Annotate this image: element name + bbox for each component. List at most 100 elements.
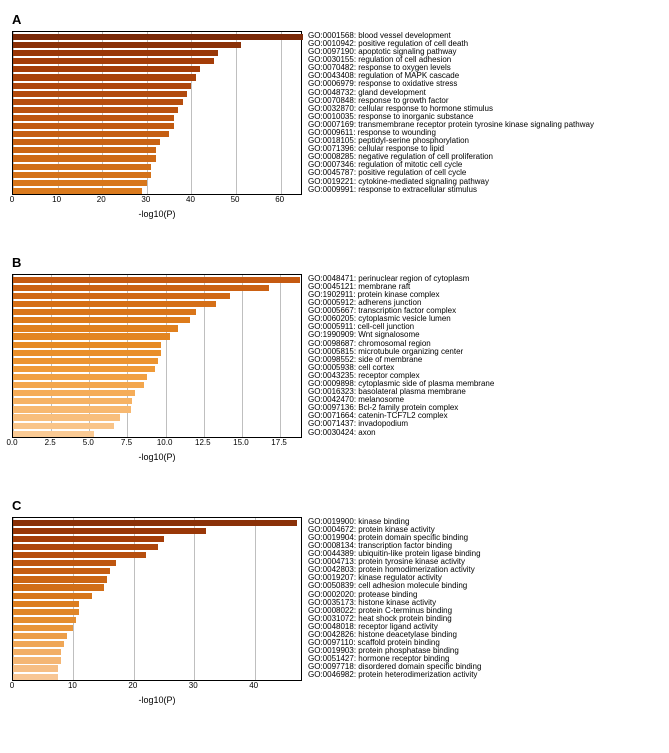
bar — [13, 649, 61, 655]
bar — [13, 568, 110, 574]
legend: GO:0001568: blood vessel developmentGO:0… — [302, 31, 661, 219]
bar — [13, 414, 120, 420]
grid-line — [194, 518, 195, 680]
x-tick: 10 — [68, 681, 77, 690]
x-tick: 17.5 — [271, 438, 287, 447]
panel-body: 0.02.55.07.510.012.515.017.5-log10(P)GO:… — [12, 274, 661, 462]
bar — [13, 277, 300, 283]
chart-area — [12, 31, 302, 195]
bar — [13, 431, 94, 437]
bar — [13, 172, 151, 178]
bar — [13, 374, 147, 380]
x-ticks: 010203040 — [12, 681, 302, 693]
x-tick: 50 — [231, 195, 240, 204]
bar — [13, 342, 161, 348]
bar — [13, 625, 73, 631]
bar — [13, 406, 131, 412]
panel-label: C — [12, 498, 661, 513]
bar — [13, 301, 216, 307]
bar — [13, 309, 196, 315]
bar — [13, 188, 142, 194]
grid-line — [191, 32, 192, 194]
bar — [13, 390, 135, 396]
bar — [13, 584, 104, 590]
bar — [13, 544, 158, 550]
bar — [13, 601, 79, 607]
x-tick: 15.0 — [233, 438, 249, 447]
bar — [13, 123, 174, 129]
bar — [13, 423, 114, 429]
x-tick: 40 — [186, 195, 195, 204]
x-ticks: 0.02.55.07.510.012.515.017.5 — [12, 438, 302, 450]
bar — [13, 657, 61, 663]
x-tick: 20 — [97, 195, 106, 204]
panel-label: A — [12, 12, 661, 27]
grid-line — [255, 518, 256, 680]
bar — [13, 333, 170, 339]
bar — [13, 350, 161, 356]
bar — [13, 50, 218, 56]
grid-line — [281, 32, 282, 194]
bar — [13, 91, 187, 97]
bar — [13, 576, 107, 582]
bar — [13, 164, 151, 170]
panel-b: B0.02.55.07.510.012.515.017.5-log10(P)GO… — [12, 255, 661, 462]
grid-line — [134, 518, 135, 680]
bar — [13, 665, 58, 671]
x-tick: 7.5 — [121, 438, 132, 447]
x-tick: 12.5 — [195, 438, 211, 447]
bar — [13, 398, 132, 404]
bar — [13, 66, 200, 72]
panel-c: C010203040-log10(P)GO:0019900: kinase bi… — [12, 498, 661, 705]
bar — [13, 147, 156, 153]
panel-body: 0102030405060-log10(P)GO:0001568: blood … — [12, 31, 661, 219]
grid-line — [242, 275, 243, 437]
bar — [13, 293, 230, 299]
bar — [13, 528, 206, 534]
bar — [13, 520, 297, 526]
bar — [13, 180, 147, 186]
x-axis-label: -log10(P) — [12, 209, 302, 219]
bar — [13, 536, 164, 542]
x-tick: 60 — [275, 195, 284, 204]
bar — [13, 42, 241, 48]
grid-line — [204, 275, 205, 437]
x-tick: 20 — [128, 681, 137, 690]
bar — [13, 155, 156, 161]
x-ticks: 0102030405060 — [12, 195, 302, 207]
bar — [13, 115, 174, 121]
bar — [13, 593, 92, 599]
x-tick: 0.0 — [6, 438, 17, 447]
x-tick: 5.0 — [83, 438, 94, 447]
bar — [13, 285, 269, 291]
bar — [13, 317, 190, 323]
x-axis-label: -log10(P) — [12, 695, 302, 705]
grid-line — [280, 275, 281, 437]
bar — [13, 617, 76, 623]
bar — [13, 560, 116, 566]
legend-item: GO:0009991: response to extracellular st… — [308, 186, 661, 194]
x-axis-label: -log10(P) — [12, 452, 302, 462]
panel-body: 010203040-log10(P)GO:0019900: kinase bin… — [12, 517, 661, 705]
bar — [13, 633, 67, 639]
bar — [13, 674, 58, 680]
legend: GO:0019900: kinase bindingGO:0004672: pr… — [302, 517, 661, 705]
panel-a: A0102030405060-log10(P)GO:0001568: blood… — [12, 12, 661, 219]
x-tick: 0 — [10, 195, 14, 204]
x-tick: 40 — [249, 681, 258, 690]
bar — [13, 382, 144, 388]
chart-area — [12, 517, 302, 681]
legend-item: GO:0030424: axon — [308, 429, 661, 437]
bar — [13, 107, 178, 113]
x-tick: 30 — [189, 681, 198, 690]
bar — [13, 325, 178, 331]
bar — [13, 358, 158, 364]
chart-area — [12, 274, 302, 438]
grid-line — [166, 275, 167, 437]
legend-item: GO:0046982: protein heterodimerization a… — [308, 671, 661, 679]
x-tick: 2.5 — [45, 438, 56, 447]
bar — [13, 552, 146, 558]
bar — [13, 74, 196, 80]
legend: GO:0048471: perinuclear region of cytopl… — [302, 274, 661, 462]
bar — [13, 139, 160, 145]
